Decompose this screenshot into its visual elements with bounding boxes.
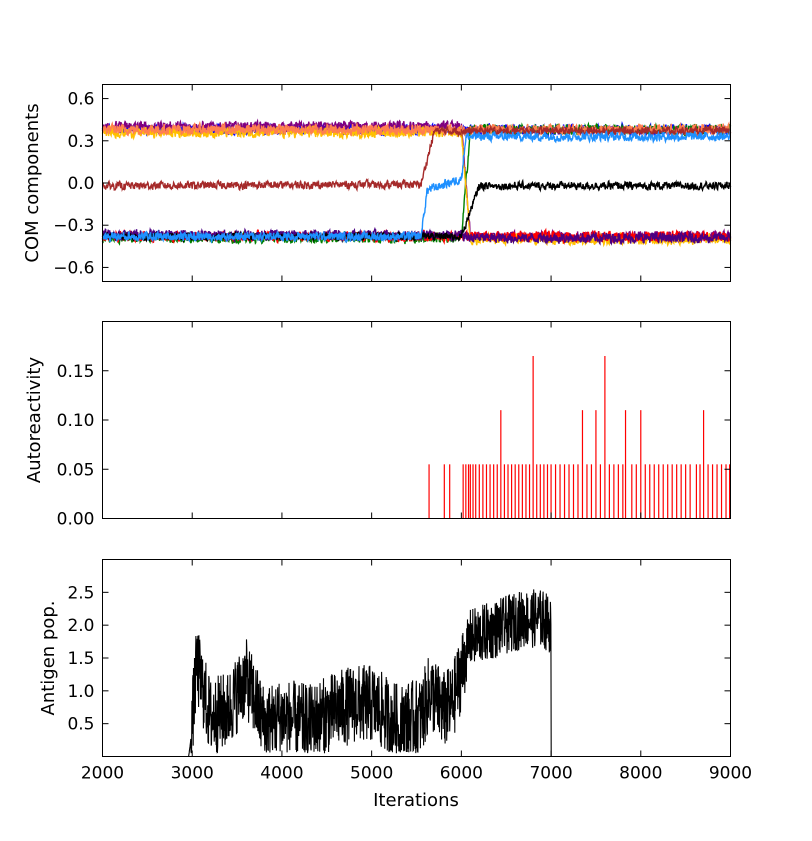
com-plot-frame (102, 84, 731, 282)
x-tick-label: 2000 (81, 764, 124, 784)
antigen-y-axis-label: Antigen pop. (38, 601, 59, 716)
com-series-group (101, 118, 732, 248)
autoreactivity-ytick-label: 0.05 (57, 460, 95, 480)
com-ytick-label: 0.0 (67, 174, 94, 194)
antigen-population-panel: 2.5 2.0 1.5 1.0 0.5 2000 3000 4000 5000 6000 7000 8… (38, 559, 752, 811)
autoreactivity-panel: 0.15 0.10 0.05 0.00 Autoreactivity (24, 321, 731, 530)
x-tick-label: 5000 (350, 764, 393, 784)
x-axis-label: Iterations (373, 790, 459, 811)
com-ticks-group: 0.6 0.3 0.0 −0.3 −0.6 (53, 84, 731, 282)
antigen-ticks-group: 2.5 2.0 1.5 1.0 0.5 2000 3000 4000 5000 6000 7000 8… (67, 559, 752, 784)
autoreactivity-ytick-label: 0.10 (57, 411, 95, 431)
antigen-plot-frame (102, 559, 731, 757)
autoreactivity-ytick-label: 0.15 (57, 362, 95, 382)
autoreactivity-ytick-label: 0.00 (57, 510, 95, 530)
x-tick-label: 3000 (171, 764, 214, 784)
x-tick-label: 7000 (529, 764, 572, 784)
antigen-ytick-label: 2.5 (67, 583, 94, 603)
x-tick-label: 9000 (709, 764, 752, 784)
com-ytick-label: 0.3 (67, 132, 94, 152)
com-series-brown (102, 123, 732, 193)
autoreactivity-bars-group (102, 355, 731, 519)
autoreactivity-plot-frame (102, 321, 731, 519)
antigen-series-group (102, 589, 731, 758)
com-ytick-label: −0.3 (53, 216, 94, 236)
com-ytick-label: 0.6 (67, 90, 94, 110)
antigen-ytick-label: 1.5 (67, 649, 94, 669)
antigen-population-series (102, 589, 731, 758)
autoreactivity-y-axis-label: Autoreactivity (24, 357, 45, 484)
com-series-dodgerblue (101, 129, 732, 244)
x-tick-label: 4000 (260, 764, 303, 784)
autoreactivity-ticks-group: 0.15 0.10 0.05 0.00 (57, 321, 731, 530)
com-components-panel: 0.6 0.3 0.0 −0.3 −0.6 COM components (22, 84, 732, 282)
antigen-ytick-label: 1.0 (67, 682, 94, 702)
x-tick-label: 8000 (619, 764, 662, 784)
antigen-ytick-label: 0.5 (67, 715, 94, 735)
com-ytick-label: −0.6 (53, 258, 94, 278)
x-tick-label: 6000 (440, 764, 483, 784)
com-y-axis-label: COM components (22, 103, 43, 262)
antigen-ytick-label: 2.0 (67, 616, 94, 636)
